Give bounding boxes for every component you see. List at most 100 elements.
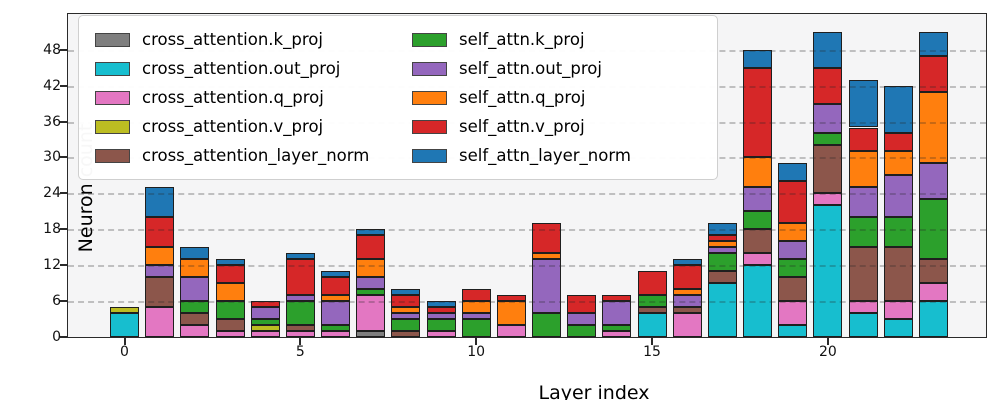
- y-tick-mark-0: [60, 335, 67, 338]
- bar-layer11-self_attn.q_proj: [496, 300, 526, 325]
- x-tick-label-5: 5: [295, 344, 305, 360]
- bar-layer23-cross_attention.out_proj: [918, 300, 948, 337]
- bar-layer22-self_attn.out_proj: [883, 175, 913, 218]
- bar-layer3-self_attn_layer_norm: [215, 258, 245, 265]
- bar-layer6-self_attn.out_proj: [321, 300, 351, 325]
- bar-layer1-self_attn_layer_norm: [145, 187, 175, 218]
- bar-layer5-self_attn.v_proj: [285, 258, 315, 295]
- bar-layer16-self_attn_layer_norm: [672, 258, 702, 265]
- bar-layer5-self_attn.out_proj: [285, 294, 315, 301]
- bar-layer22-self_attn.v_proj: [883, 133, 913, 152]
- legend-label: cross_attention.out_proj: [142, 59, 341, 78]
- legend-label: cross_attention_layer_norm: [142, 146, 370, 165]
- bar-layer4-self_attn.out_proj: [250, 306, 280, 319]
- bar-layer17-self_attn.q_proj: [707, 240, 737, 247]
- bar-layer7-self_attn.q_proj: [356, 258, 386, 277]
- bar-layer13-self_attn.out_proj: [567, 312, 597, 325]
- bar-layer5-cross_attention_layer_norm: [285, 324, 315, 331]
- bar-layer7-cross_attention.k_proj: [356, 330, 386, 337]
- legend-item-cross_attention.q_proj: cross_attention.q_proj: [95, 83, 384, 112]
- bar-layer21-cross_attention_layer_norm: [848, 246, 878, 301]
- bar-layer19-cross_attention.q_proj: [778, 300, 808, 325]
- bar-layer19-self_attn_layer_norm: [778, 163, 808, 182]
- bar-layer9-self_attn.out_proj: [426, 312, 456, 319]
- bar-layer12-self_attn.q_proj: [532, 252, 562, 259]
- bar-layer15-cross_attention_layer_norm: [637, 306, 667, 313]
- bar-layer1-cross_attention.q_proj: [145, 306, 175, 337]
- legend-label: self_attn.out_proj: [459, 59, 602, 78]
- bar-layer21-cross_attention.q_proj: [848, 300, 878, 313]
- bar-layer1-self_attn.out_proj: [145, 264, 175, 277]
- bar-layer23-self_attn.q_proj: [918, 91, 948, 164]
- bar-layer23-self_attn.v_proj: [918, 55, 948, 92]
- bar-layer13-self_attn.v_proj: [567, 294, 597, 313]
- bar-layer22-cross_attention.out_proj: [883, 318, 913, 337]
- bar-layer16-self_attn.q_proj: [672, 288, 702, 295]
- bar-layer6-self_attn.k_proj: [321, 324, 351, 331]
- bar-layer20-self_attn.out_proj: [813, 103, 843, 134]
- bar-layer4-self_attn.k_proj: [250, 318, 280, 325]
- bar-layer19-cross_attention.out_proj: [778, 324, 808, 337]
- bar-layer14-cross_attention.q_proj: [602, 330, 632, 337]
- bar-layer10-self_attn.v_proj: [461, 288, 491, 301]
- legend-swatch-cross_attention.k_proj: [95, 32, 130, 47]
- y-tick-mark-48: [60, 48, 67, 51]
- bar-layer8-self_attn.v_proj: [391, 294, 421, 307]
- bar-layer17-self_attn.k_proj: [707, 252, 737, 271]
- y-tick-mark-6: [60, 299, 67, 302]
- bar-layer23-cross_attention.q_proj: [918, 282, 948, 301]
- bar-layer17-self_attn_layer_norm: [707, 223, 737, 235]
- y-tick-label-0: 0: [52, 328, 61, 345]
- bar-layer4-cross_attention.q_proj: [250, 330, 280, 337]
- legend-item-self_attn.out_proj: self_attn.out_proj: [412, 54, 701, 83]
- bar-layer20-self_attn.k_proj: [813, 133, 843, 146]
- y-tick-mark-24: [60, 192, 67, 195]
- bar-layer8-self_attn.out_proj: [391, 312, 421, 319]
- bar-layer9-cross_attention.q_proj: [426, 330, 456, 337]
- bar-layer1-self_attn.v_proj: [145, 217, 175, 247]
- bar-layer19-self_attn.v_proj: [778, 181, 808, 224]
- bar-layer18-self_attn.out_proj: [743, 187, 773, 212]
- y-tick-mark-36: [60, 120, 67, 123]
- bar-layer3-self_attn.q_proj: [215, 282, 245, 301]
- legend-item-cross_attention.v_proj: cross_attention.v_proj: [95, 112, 384, 141]
- legend-label: cross_attention.v_proj: [142, 117, 324, 136]
- bar-layer20-cross_attention.out_proj: [813, 205, 843, 337]
- bar-layer2-cross_attention.q_proj: [180, 324, 210, 337]
- bar-layer8-cross_attention_layer_norm: [391, 330, 421, 337]
- bar-layer23-self_attn.k_proj: [918, 199, 948, 259]
- legend-swatch-cross_attention.v_proj: [95, 119, 130, 134]
- bar-layer15-self_attn.v_proj: [637, 270, 667, 295]
- bar-layer8-self_attn_layer_norm: [391, 288, 421, 295]
- bar-layer12-self_attn.v_proj: [532, 223, 562, 253]
- x-axis-label: Layer index: [538, 382, 650, 400]
- legend-label: self_attn.v_proj: [459, 117, 585, 136]
- legend-item-self_attn.v_proj: self_attn.v_proj: [412, 112, 701, 141]
- legend-item-cross_attention.out_proj: cross_attention.out_proj: [95, 54, 384, 83]
- bar-layer16-self_attn.out_proj: [672, 294, 702, 307]
- y-tick-mark-30: [60, 156, 67, 159]
- bar-layer3-cross_attention.q_proj: [215, 330, 245, 337]
- bar-layer9-self_attn.k_proj: [426, 318, 456, 331]
- bar-layer13-self_attn.k_proj: [567, 324, 597, 337]
- bar-layer4-cross_attention.v_proj: [250, 324, 280, 331]
- bar-layer23-self_attn_layer_norm: [918, 31, 948, 56]
- legend-swatch-self_attn.out_proj: [412, 61, 447, 76]
- bar-layer10-self_attn.out_proj: [461, 312, 491, 319]
- bar-layer1-self_attn.q_proj: [145, 246, 175, 265]
- bar-layer18-self_attn.k_proj: [743, 211, 773, 229]
- bar-layer20-self_attn.v_proj: [813, 67, 843, 104]
- bar-layer5-self_attn_layer_norm: [285, 252, 315, 259]
- legend-label: cross_attention.q_proj: [142, 88, 324, 107]
- y-tick-label-42: 42: [43, 77, 61, 94]
- bar-layer11-self_attn.v_proj: [496, 294, 526, 301]
- bar-layer12-self_attn.out_proj: [532, 258, 562, 313]
- bar-layer16-cross_attention.q_proj: [672, 312, 702, 337]
- bar-layer7-self_attn_layer_norm: [356, 229, 386, 235]
- y-tick-label-48: 48: [43, 41, 61, 58]
- legend-label: cross_attention.k_proj: [142, 30, 323, 49]
- bar-layer3-self_attn.k_proj: [215, 300, 245, 319]
- bar-layer17-cross_attention_layer_norm: [707, 270, 737, 283]
- bar-layer2-cross_attention_layer_norm: [180, 312, 210, 325]
- bar-layer19-cross_attention_layer_norm: [778, 276, 808, 301]
